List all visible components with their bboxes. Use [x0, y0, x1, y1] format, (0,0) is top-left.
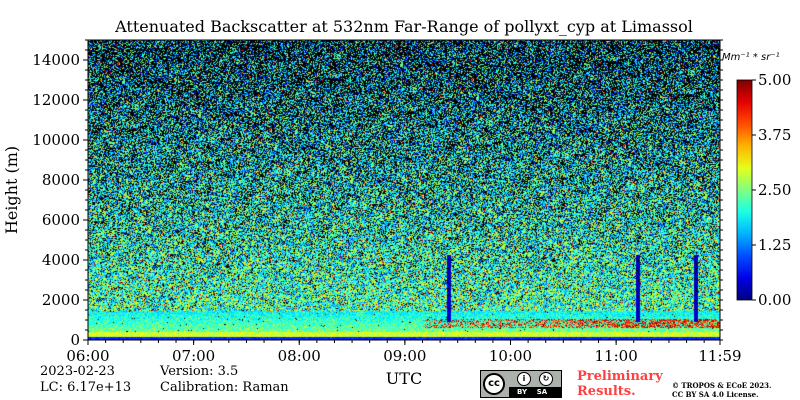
- y-tick-label: 0: [70, 331, 80, 349]
- x-tick-label: 07:00: [172, 347, 215, 365]
- x-axis-label: UTC: [386, 369, 422, 388]
- colorbar-tick-label: 2.50: [758, 181, 791, 199]
- colorbar-tick-label: 5.00: [758, 71, 791, 89]
- y-tick-label: 6000: [42, 211, 80, 229]
- preliminary-notice: Preliminary Results.: [577, 369, 663, 399]
- y-tick-label: 8000: [42, 171, 80, 189]
- footer-lc: LC: 6.17e+13: [40, 380, 132, 395]
- x-tick-label: 08:00: [278, 347, 321, 365]
- copyright-line-2: CC BY SA 4.0 License.: [672, 390, 759, 399]
- preliminary-line-1: Preliminary: [577, 369, 663, 384]
- x-tick-label: 06:00: [66, 347, 109, 365]
- cc-strip: BY SA: [509, 387, 561, 397]
- copyright-notice: © TROPOS & ECoE 2023. CC BY SA 4.0 Licen…: [672, 381, 771, 399]
- x-tick-label: 11:00: [595, 347, 638, 365]
- x-tick-label: 11:59: [698, 347, 741, 365]
- copyright-line-1: © TROPOS & ECoE 2023.: [672, 381, 772, 390]
- by-icon: i: [517, 372, 531, 386]
- cc-strip-label: BY SA: [517, 388, 548, 396]
- colorbar-unit-label: Mm⁻¹ * sr⁻¹: [722, 52, 780, 63]
- cc-license-badge: cc i ↻ BY SA: [480, 370, 562, 398]
- colorbar-tick-label: 3.75: [758, 126, 791, 144]
- y-axis-ticks: 0 2000 4000 6000 8000 10000 12000 14000: [32, 39, 723, 349]
- plot-area: [87, 39, 721, 341]
- preliminary-line-2: Results.: [577, 384, 636, 399]
- cc-icon: cc: [483, 373, 505, 395]
- x-axis-ticks: 06:00 07:00 08:00 09:00 10:00 11:00 11:59: [66, 340, 742, 365]
- y-tick-label: 12000: [32, 91, 80, 109]
- colorbar: 0.00 1.25 2.50 3.75 5.00: [736, 71, 791, 309]
- chart-title: Attenuated Backscatter at 532nm Far-Rang…: [114, 17, 693, 36]
- colorbar-tick-label: 1.25: [758, 236, 791, 254]
- x-tick-label: 10:00: [489, 347, 532, 365]
- x-tick-label: 09:00: [383, 347, 426, 365]
- sa-icon: ↻: [539, 372, 553, 386]
- heatmap-raster: [88, 40, 720, 340]
- y-tick-label: 2000: [42, 291, 80, 309]
- y-tick-label: 4000: [42, 251, 80, 269]
- footer-date: 2023-02-23: [40, 364, 115, 379]
- footer-calibration: Calibration: Raman: [160, 380, 289, 395]
- colorbar-gradient: [736, 79, 753, 301]
- footer-version: Version: 3.5: [160, 364, 239, 379]
- y-tick-label: 14000: [32, 51, 80, 69]
- y-axis-label: Height (m): [2, 146, 21, 234]
- y-tick-label: 10000: [32, 131, 80, 149]
- colorbar-tick-label: 0.00: [758, 291, 791, 309]
